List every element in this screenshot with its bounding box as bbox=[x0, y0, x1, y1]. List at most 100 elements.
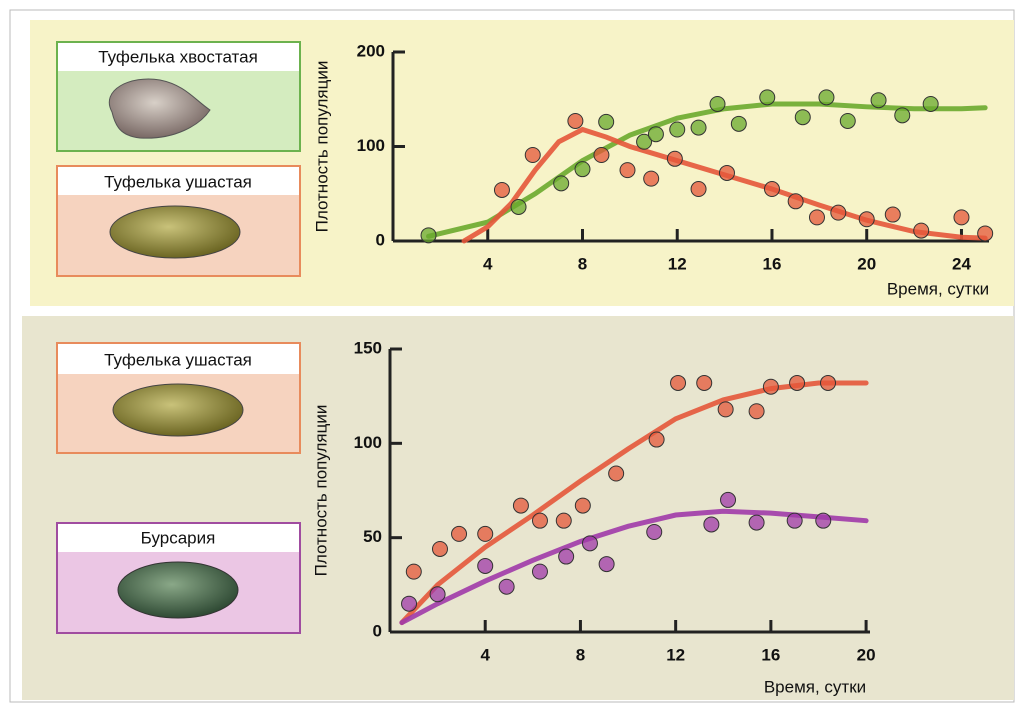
data-point bbox=[451, 525, 468, 542]
data-point bbox=[977, 225, 994, 242]
y-tick-label: 100 bbox=[357, 136, 385, 155]
data-point bbox=[666, 150, 683, 167]
y-tick-label: 150 bbox=[354, 338, 382, 357]
data-point bbox=[619, 162, 636, 179]
data-point bbox=[429, 586, 446, 603]
cell-image bbox=[109, 78, 211, 139]
fit-curve bbox=[461, 126, 988, 244]
legend-label: Туфелька ушастая bbox=[104, 172, 252, 191]
data-point bbox=[598, 556, 615, 573]
data-point bbox=[493, 181, 510, 198]
data-point bbox=[787, 193, 804, 210]
data-point bbox=[815, 512, 832, 529]
data-point bbox=[647, 126, 664, 143]
data-point bbox=[405, 563, 422, 580]
data-point bbox=[717, 401, 734, 418]
data-point bbox=[524, 147, 541, 164]
data-point bbox=[646, 524, 663, 541]
data-point bbox=[953, 209, 970, 226]
legend-header bbox=[58, 167, 299, 195]
cell-image bbox=[109, 205, 241, 259]
data-point bbox=[763, 181, 780, 198]
x-axis-label: Время, сутки bbox=[887, 279, 989, 298]
data-point bbox=[748, 514, 765, 531]
data-point bbox=[789, 374, 806, 391]
data-point bbox=[574, 161, 591, 178]
legend-label: Туфелька ушастая bbox=[104, 350, 252, 369]
data-point bbox=[498, 578, 515, 595]
data-point bbox=[808, 209, 825, 226]
legend-label: Бурсария bbox=[141, 528, 216, 547]
x-tick-label: 20 bbox=[857, 254, 876, 273]
y-tick-label: 0 bbox=[373, 621, 382, 640]
data-point bbox=[558, 548, 575, 565]
data-point bbox=[608, 465, 625, 482]
data-point bbox=[555, 512, 572, 529]
data-point bbox=[818, 89, 835, 106]
data-point bbox=[720, 491, 737, 508]
data-point bbox=[648, 431, 665, 448]
data-point bbox=[718, 164, 735, 181]
x-tick-label: 20 bbox=[857, 645, 876, 664]
data-point bbox=[858, 211, 875, 228]
data-point bbox=[884, 206, 901, 223]
data-point bbox=[431, 540, 448, 557]
data-point bbox=[401, 595, 418, 612]
data-point bbox=[759, 89, 776, 106]
x-tick-label: 4 bbox=[483, 254, 493, 273]
data-point bbox=[690, 119, 707, 136]
data-point bbox=[593, 147, 610, 164]
data-point bbox=[894, 107, 911, 124]
data-point bbox=[670, 374, 687, 391]
legend-header bbox=[58, 344, 299, 374]
fit-curve bbox=[399, 508, 869, 626]
data-point bbox=[870, 92, 887, 109]
x-tick-label: 16 bbox=[761, 645, 780, 664]
data-point bbox=[762, 378, 779, 395]
data-point bbox=[574, 497, 591, 514]
data-point bbox=[820, 374, 837, 391]
y-axis-label: Плотность популяции bbox=[312, 61, 331, 233]
data-point bbox=[696, 374, 713, 391]
y-tick-label: 0 bbox=[376, 230, 385, 249]
x-tick-label: 24 bbox=[952, 254, 971, 273]
legend-header bbox=[58, 524, 299, 552]
data-point bbox=[830, 204, 847, 221]
legend-header bbox=[58, 43, 299, 71]
data-point bbox=[420, 227, 437, 244]
data-point bbox=[709, 95, 726, 112]
x-axis-label: Время, сутки bbox=[764, 677, 866, 696]
data-point bbox=[703, 516, 720, 533]
cell-image bbox=[112, 383, 244, 437]
data-point bbox=[581, 535, 598, 552]
x-tick-label: 8 bbox=[576, 645, 585, 664]
x-tick-label: 16 bbox=[763, 254, 782, 273]
data-point bbox=[913, 222, 930, 239]
data-point bbox=[786, 512, 803, 529]
data-point bbox=[553, 175, 570, 192]
data-point bbox=[748, 403, 765, 420]
x-tick-label: 8 bbox=[578, 254, 587, 273]
data-point bbox=[512, 497, 529, 514]
x-tick-label: 12 bbox=[668, 254, 687, 273]
data-point bbox=[477, 557, 494, 574]
data-point bbox=[643, 170, 660, 187]
data-point bbox=[922, 95, 939, 112]
data-point bbox=[839, 112, 856, 129]
x-tick-label: 12 bbox=[666, 645, 685, 664]
fit-curve bbox=[399, 380, 869, 626]
y-tick-label: 200 bbox=[357, 41, 385, 60]
data-point bbox=[531, 563, 548, 580]
data-point bbox=[669, 121, 686, 138]
y-axis-label: Плотность популяции bbox=[311, 405, 330, 577]
cell-image bbox=[117, 561, 239, 619]
data-point bbox=[510, 198, 527, 215]
data-point bbox=[794, 109, 811, 126]
data-point bbox=[730, 115, 747, 132]
data-point bbox=[598, 113, 615, 130]
data-point bbox=[567, 112, 584, 129]
data-point bbox=[636, 133, 653, 150]
legend-label: Туфелька хвостатая bbox=[98, 47, 258, 66]
data-point bbox=[477, 525, 494, 542]
